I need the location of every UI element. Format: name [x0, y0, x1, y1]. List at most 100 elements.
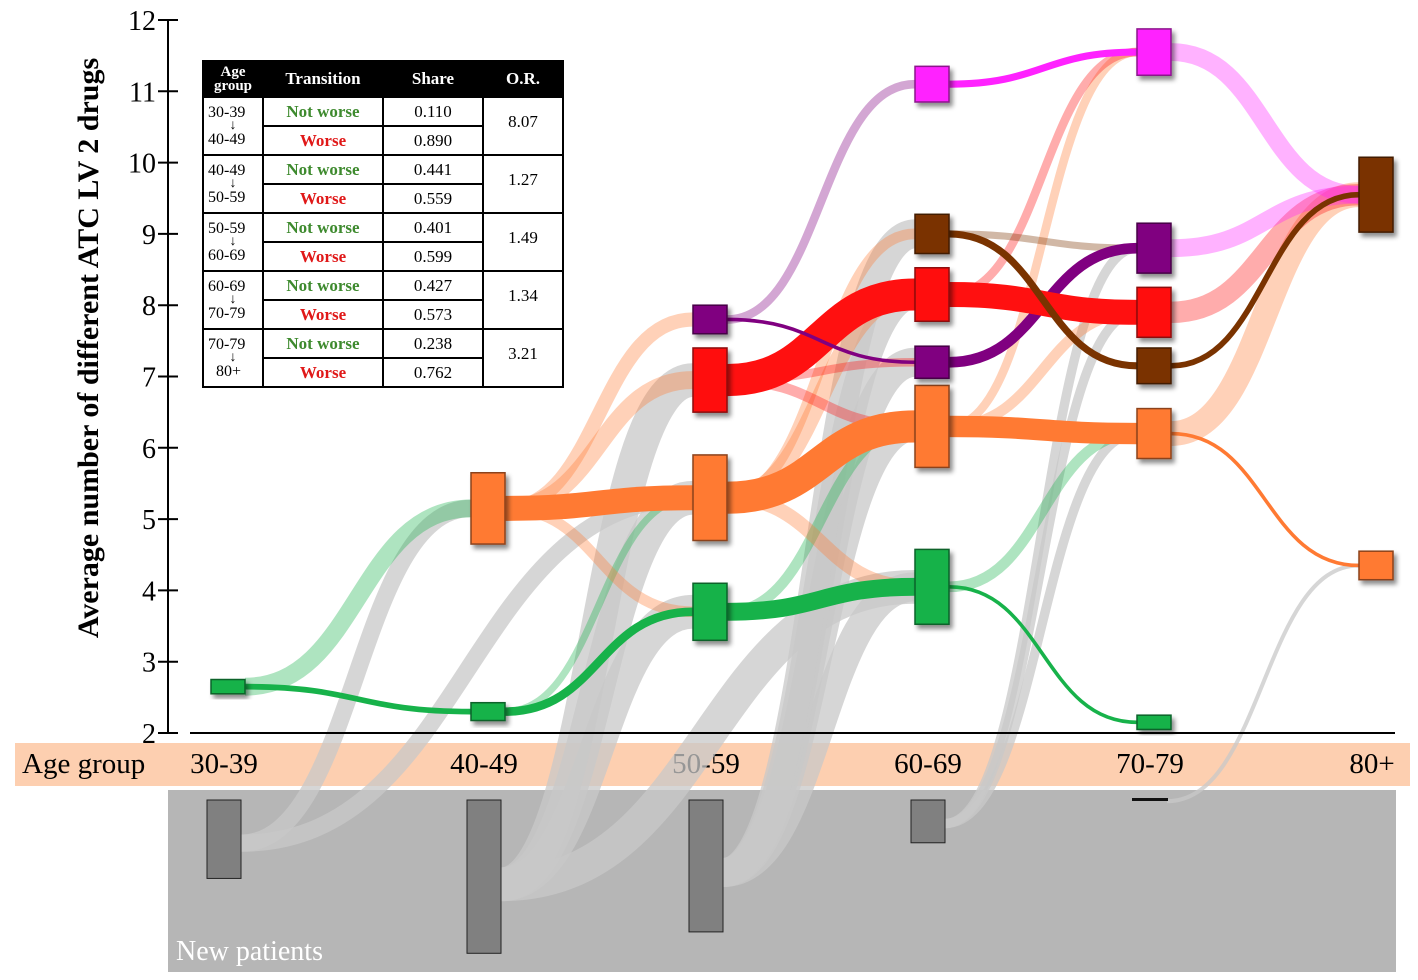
table-row: Worse 0.573: [203, 299, 563, 330]
transition-flow-faded: [1169, 182, 1361, 447]
new-patient-box: [466, 799, 502, 954]
new-patient-flow: [719, 219, 919, 888]
y-tick-label: 12: [128, 6, 156, 37]
new-patient-box: [1132, 798, 1168, 801]
header-odds-ratio: O.R.: [482, 60, 564, 98]
transition-flow: [948, 48, 1138, 88]
table-row: Worse 0.762: [203, 357, 563, 388]
y-tick-label: 4: [142, 576, 156, 607]
age-transition-cell: 30-39 ↓ 40-49: [202, 96, 264, 156]
table-row: Worse 0.599: [203, 241, 563, 272]
not-worse-label: Not worse: [262, 212, 384, 243]
worse-share: 0.573: [382, 299, 484, 330]
transition-flow: [504, 607, 694, 716]
y-tick-label: 8: [142, 291, 156, 322]
x-tick-label: 40-49: [450, 748, 518, 780]
table-row: 60-69 ↓ 70-79 Not worse 0.427 1.34: [202, 270, 564, 330]
odds-ratio: 8.07: [482, 96, 564, 156]
worse-share: 0.762: [382, 357, 484, 388]
state-node: [914, 345, 950, 380]
new-patient-flow: [240, 499, 472, 852]
state-node: [470, 472, 506, 545]
state-node: [692, 454, 728, 542]
worse-label: Worse: [262, 241, 384, 272]
age-transition-cell: 70-79 ↓ 80+: [202, 328, 264, 388]
worse-label: Worse: [262, 183, 384, 214]
state-node: [692, 582, 728, 642]
x-tick-label: 80+: [1349, 748, 1394, 780]
transition-flow: [244, 683, 472, 715]
state-node: [692, 304, 728, 335]
transition-flow: [504, 485, 694, 521]
not-worse-label: Not worse: [262, 328, 384, 359]
state-node: [1136, 222, 1172, 274]
x-tick-label: 60-69: [894, 748, 962, 780]
state-node: [1136, 714, 1172, 731]
worse-label: Worse: [262, 357, 384, 388]
transition-flow-faded: [948, 47, 1138, 299]
state-node: [1136, 28, 1172, 77]
table-row: 40-49 ↓ 50-59 Not worse 0.441 1.27: [202, 154, 564, 214]
state-node: [1136, 347, 1172, 385]
worse-share: 0.599: [382, 241, 484, 272]
y-axis-label: Average number of different ATC LV 2 dru…: [72, 58, 105, 638]
y-tick-label: 7: [142, 363, 156, 394]
state-node: [1136, 286, 1172, 339]
odds-ratio: 1.34: [482, 270, 564, 330]
transition-flow: [726, 410, 916, 514]
state-node: [210, 678, 246, 695]
not-worse-share: 0.401: [382, 212, 484, 243]
not-worse-label: Not worse: [262, 154, 384, 185]
state-node: [1136, 407, 1172, 460]
transition-flow-faded: [1170, 185, 1360, 258]
worse-share: 0.559: [382, 183, 484, 214]
transition-flow: [948, 230, 1138, 370]
transition-flow: [726, 317, 916, 365]
transition-flow: [948, 415, 1138, 445]
not-worse-share: 0.238: [382, 328, 484, 359]
odds-ratio: 1.27: [482, 154, 564, 214]
age-transition-cell: 50-59 ↓ 60-69: [202, 212, 264, 272]
not-worse-share: 0.427: [382, 270, 484, 301]
state-node: [914, 267, 950, 322]
new-patient-box: [206, 799, 242, 879]
header-transition: Transition: [262, 60, 384, 98]
worse-share: 0.890: [382, 125, 484, 156]
transition-flow-faded: [1170, 43, 1360, 204]
new-patient-box: [910, 799, 946, 844]
table-row: Worse 0.559: [203, 183, 563, 214]
not-worse-label: Not worse: [262, 96, 384, 127]
not-worse-label: Not worse: [262, 270, 384, 301]
y-tick-label: 3: [142, 648, 156, 679]
y-tick-label: 5: [142, 505, 156, 536]
worse-label: Worse: [262, 299, 384, 330]
new-patient-flow: [1166, 563, 1360, 804]
header-age-group: Age group: [202, 60, 264, 98]
y-tick-label: 11: [129, 77, 156, 108]
transition-flow-faded: [726, 79, 916, 324]
table-row: Worse 0.890: [203, 125, 563, 156]
worse-label: Worse: [262, 125, 384, 156]
age-transition-cell: 40-49 ↓ 50-59: [202, 154, 264, 214]
new-patients-label: New patients: [176, 936, 323, 967]
y-tick-label: 6: [142, 434, 156, 465]
transition-flow: [1170, 191, 1360, 369]
y-tick-label: 9: [142, 220, 156, 251]
state-node: [1358, 156, 1394, 233]
header-share: Share: [382, 60, 484, 98]
state-node: [914, 213, 950, 255]
table-row: 50-59 ↓ 60-69 Not worse 0.401 1.49: [202, 212, 564, 272]
not-worse-share: 0.441: [382, 154, 484, 185]
table-header-row: Age group Transition Share O.R.: [202, 60, 564, 98]
y-tick-label: 10: [128, 149, 156, 180]
transition-flow: [726, 577, 916, 621]
age-transition-cell: 60-69 ↓ 70-79: [202, 270, 264, 330]
x-tick-label: 30-39: [190, 748, 258, 780]
table-row: 70-79 ↓ 80+ Not worse 0.238 3.21: [202, 328, 564, 388]
state-node: [914, 65, 950, 103]
odds-ratio: 1.49: [482, 212, 564, 272]
new-patient-box: [688, 799, 724, 933]
transition-flow: [726, 278, 916, 397]
